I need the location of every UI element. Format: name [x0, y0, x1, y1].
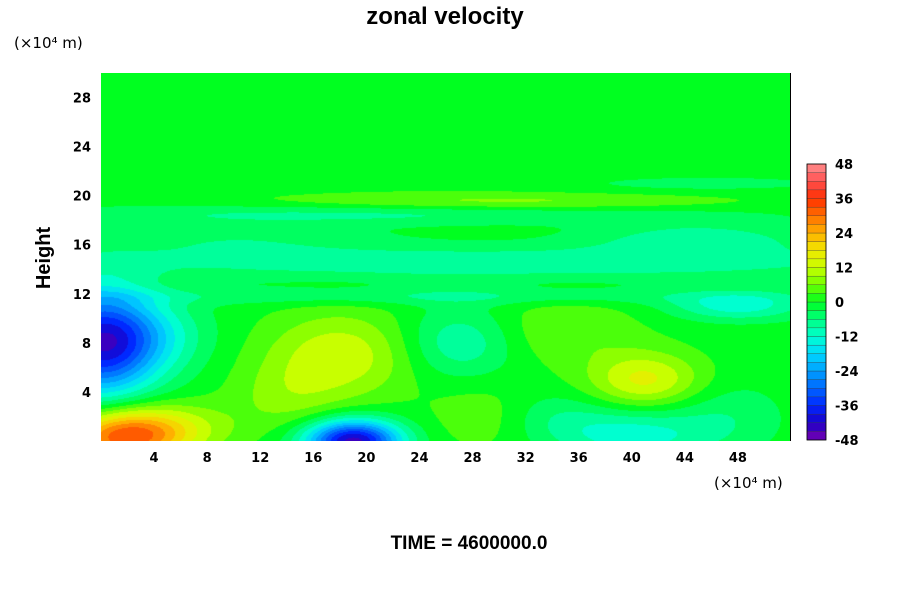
x-tick-label: 12	[251, 451, 269, 466]
x-tick-label: 36	[570, 451, 588, 466]
colorbar-band	[806, 422, 827, 432]
colorbar-ticks: 48 36 24 12 0 -12 -24 -36 -48	[835, 158, 859, 449]
colorbar-band	[806, 327, 827, 337]
colorbar-band	[806, 293, 827, 303]
colorbar-band	[806, 250, 827, 260]
colorbar-band	[806, 310, 827, 320]
colorbar-band	[806, 258, 827, 268]
colorbar-tick-label: -24	[835, 365, 859, 380]
colorbar-frame	[806, 163, 827, 441]
colorbar-tick-label: -48	[835, 434, 859, 449]
x-tick-label: 32	[517, 451, 535, 466]
colorbar-tick-label: -36	[835, 400, 859, 415]
colorbar-band	[806, 388, 827, 398]
colorbar-tick-label: 36	[835, 193, 853, 208]
y-tick-label: 20	[73, 190, 91, 205]
y-unit-label: (×10⁴ m)	[14, 34, 83, 52]
chart-title: zonal velocity	[366, 3, 524, 30]
colorbar-band	[806, 431, 827, 441]
colorbar-band	[806, 224, 827, 234]
colorbar-band	[806, 413, 827, 423]
x-tick-label: 48	[729, 451, 747, 466]
colorbar-band	[806, 379, 827, 389]
colorbar-band	[806, 353, 827, 363]
colorbar-band	[806, 319, 827, 329]
colorbar-tick-label: 48	[835, 158, 853, 173]
y-tick-label: 24	[73, 141, 91, 156]
y-tick-label: 12	[73, 288, 91, 303]
y-axis-label: Height	[33, 227, 55, 290]
colorbar-band	[806, 396, 827, 406]
colorbar	[806, 163, 827, 441]
x-axis-ticks: 4 8 12 16 20 24 28 32 36 40 44 48	[150, 451, 747, 466]
colorbar-band	[806, 232, 827, 242]
x-tick-label: 20	[357, 451, 375, 466]
colorbar-band	[806, 275, 827, 285]
y-tick-label: 8	[82, 337, 91, 352]
colorbar-band	[806, 370, 827, 380]
colorbar-band	[806, 267, 827, 277]
colorbar-band	[806, 181, 827, 191]
y-tick-label: 28	[73, 92, 91, 107]
colorbar-band	[806, 284, 827, 294]
x-tick-label: 16	[304, 451, 322, 466]
colorbar-band	[806, 301, 827, 311]
x-tick-label: 28	[463, 451, 481, 466]
colorbar-tick-label: 24	[835, 227, 853, 242]
y-tick-label: 4	[82, 386, 91, 401]
colorbar-band	[806, 206, 827, 216]
colorbar-band	[806, 172, 827, 182]
x-unit-label: (×10⁴ m)	[714, 474, 783, 492]
colorbar-band	[806, 362, 827, 372]
x-tick-label: 24	[410, 451, 428, 466]
colorbar-tick-label: -12	[835, 331, 859, 346]
time-label: TIME = 4600000.0	[391, 533, 548, 554]
colorbar-tick-label: 0	[835, 296, 844, 311]
colorbar-band	[806, 163, 827, 173]
y-axis-ticks: 4 8 12 16 20 24 28	[73, 92, 91, 401]
x-tick-label: 4	[150, 451, 159, 466]
colorbar-band	[806, 189, 827, 199]
colorbar-band	[806, 198, 827, 208]
colorbar-band	[806, 344, 827, 354]
colorbar-band	[806, 215, 827, 225]
x-tick-label: 40	[623, 451, 641, 466]
colorbar-band	[806, 336, 827, 346]
colorbar-band	[806, 241, 827, 251]
x-tick-label: 44	[676, 451, 694, 466]
x-tick-label: 8	[203, 451, 212, 466]
colorbar-tick-label: 12	[835, 262, 853, 277]
y-tick-label: 16	[73, 239, 91, 254]
heatmap-canvas	[101, 73, 791, 441]
plot-area	[101, 73, 791, 441]
colorbar-band	[806, 405, 827, 415]
